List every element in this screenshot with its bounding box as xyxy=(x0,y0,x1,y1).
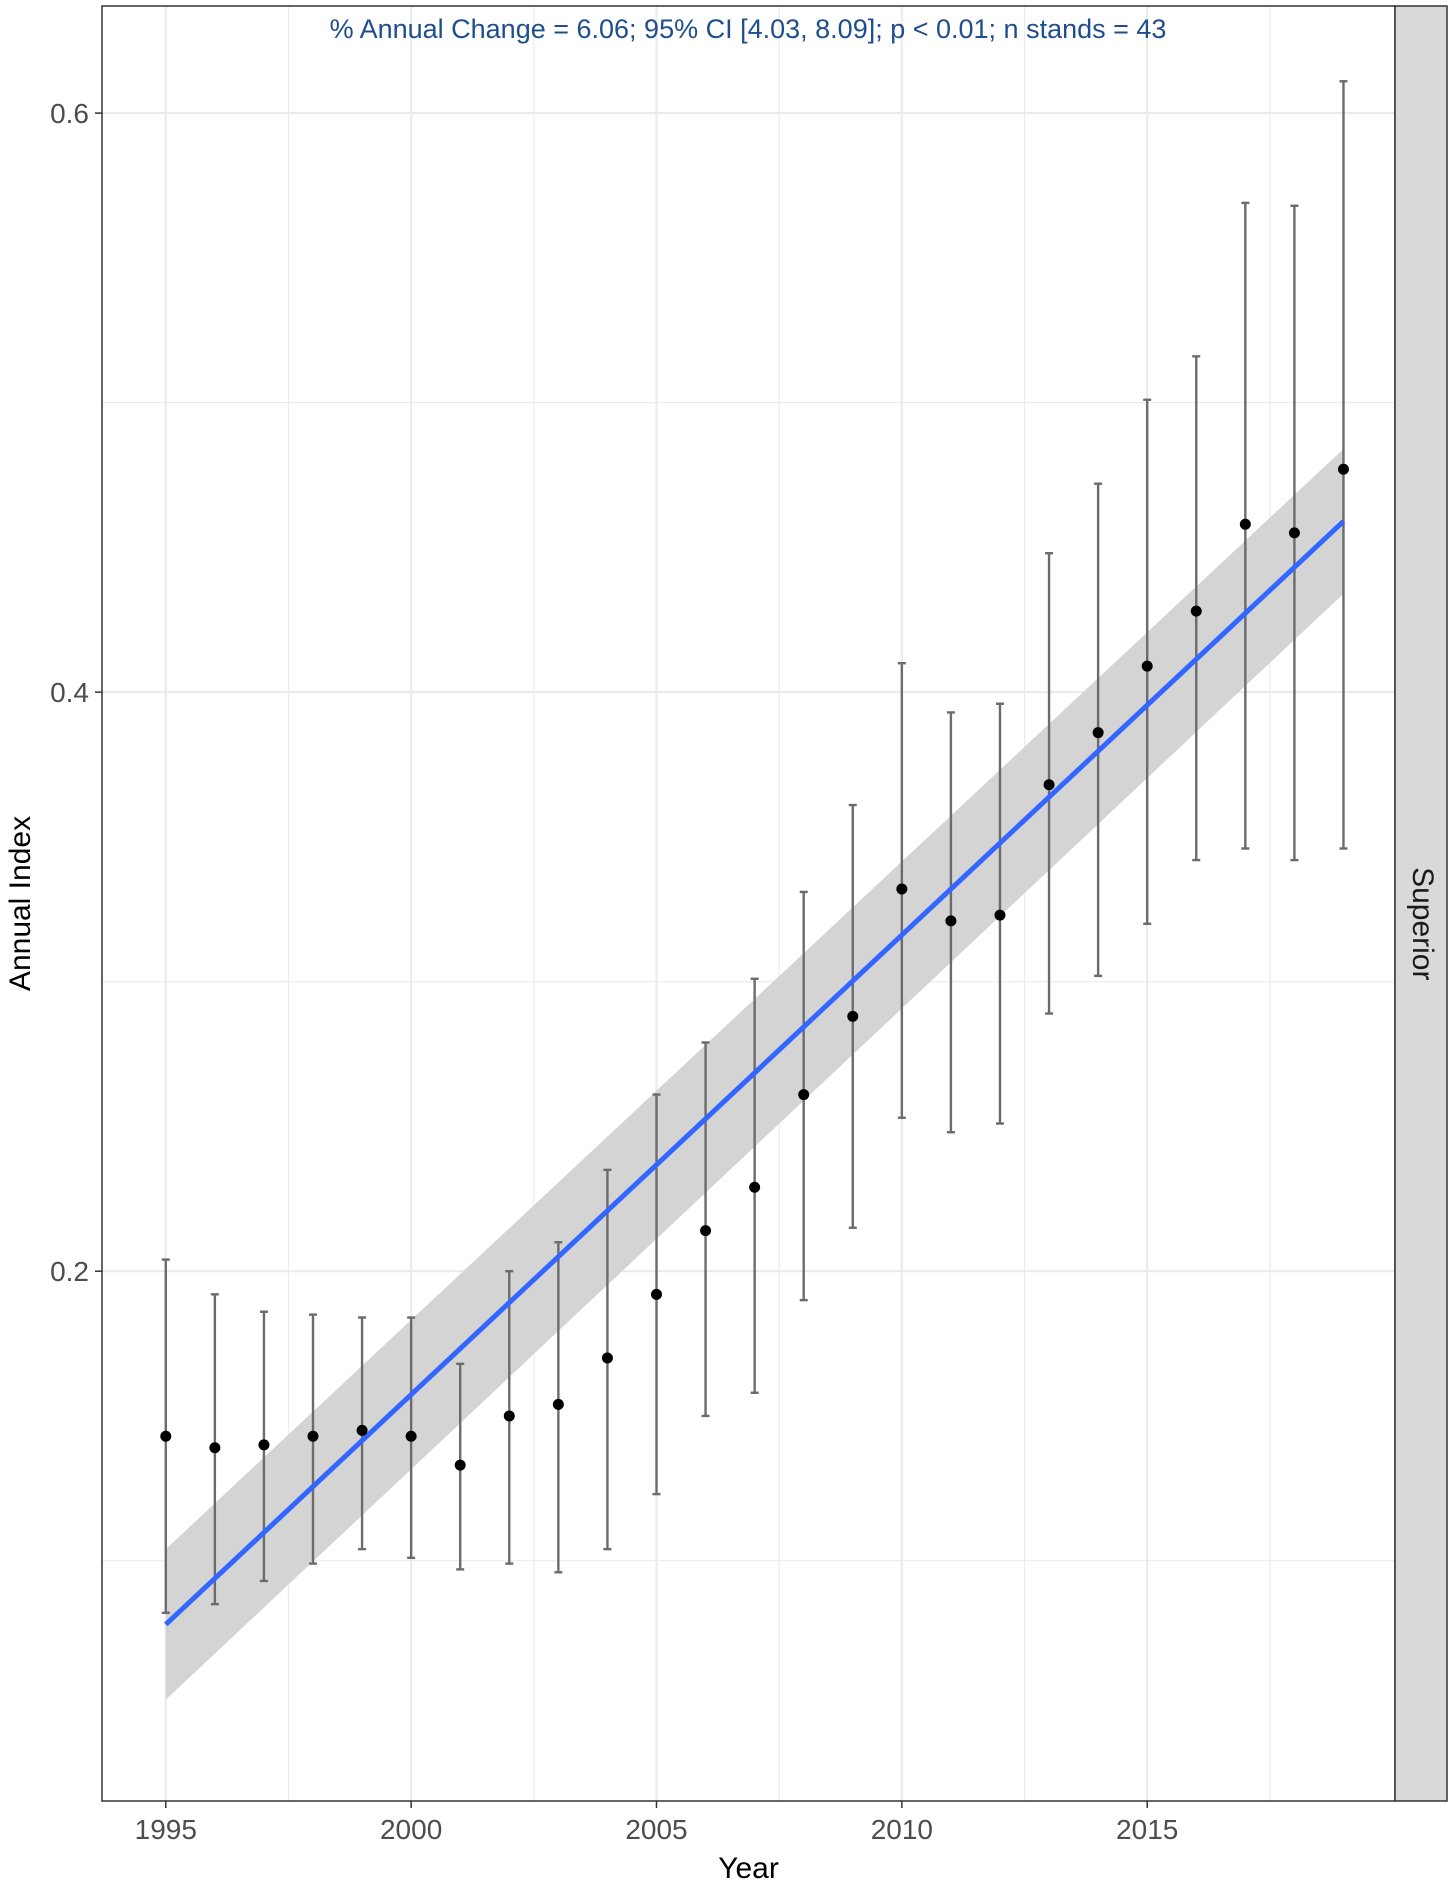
y-tick-label: 0.6 xyxy=(50,98,89,129)
data-point xyxy=(1190,605,1202,617)
data-point xyxy=(1043,779,1055,791)
data-point xyxy=(749,1181,761,1193)
x-axis-ticks: 1995 2000 2005 2010 2015 xyxy=(135,1801,1178,1845)
facet-strip xyxy=(1394,5,1448,1802)
data-point xyxy=(650,1288,662,1300)
x-tick-label: 2000 xyxy=(380,1814,442,1845)
x-tick-label: 2005 xyxy=(625,1814,687,1845)
data-point xyxy=(1141,660,1153,672)
y-axis-title: Annual Index xyxy=(4,816,37,991)
data-point xyxy=(307,1430,319,1442)
x-tick-label: 2010 xyxy=(871,1814,933,1845)
data-point xyxy=(700,1225,712,1237)
data-point xyxy=(601,1352,613,1364)
point-layer xyxy=(160,463,1349,1471)
data-point xyxy=(1239,518,1251,530)
data-point xyxy=(1288,527,1300,539)
y-tick-label: 0.2 xyxy=(50,1256,89,1287)
data-point xyxy=(209,1442,221,1454)
facet-strip-label: Superior xyxy=(1406,867,1439,980)
data-point xyxy=(405,1430,417,1442)
stats-annotation: % Annual Change = 6.06; 95% CI [4.03, 8.… xyxy=(330,14,1167,44)
x-tick-label: 1995 xyxy=(135,1814,197,1845)
data-point xyxy=(160,1430,172,1442)
x-tick-label: 2015 xyxy=(1116,1814,1178,1845)
data-point xyxy=(258,1439,270,1451)
data-point xyxy=(454,1459,466,1471)
data-point xyxy=(847,1010,859,1022)
data-point xyxy=(798,1089,810,1101)
data-point xyxy=(1337,463,1349,475)
errorbar-layer xyxy=(161,80,1348,1615)
x-axis-title: Year xyxy=(718,1852,779,1885)
data-point xyxy=(945,915,957,927)
data-point xyxy=(994,909,1006,921)
data-point xyxy=(896,883,908,895)
data-point xyxy=(1092,727,1104,739)
y-tick-label: 0.4 xyxy=(50,677,89,708)
trend-line xyxy=(164,519,1346,1627)
trend-line-layer xyxy=(164,519,1346,1627)
data-point xyxy=(356,1424,368,1436)
y-axis-ticks: 0.2 0.4 0.6 xyxy=(50,98,102,1287)
data-point xyxy=(503,1410,515,1422)
data-point xyxy=(552,1398,564,1410)
